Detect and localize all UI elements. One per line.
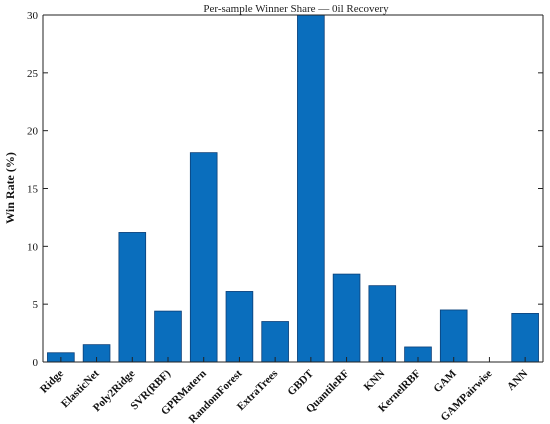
- y-tick-label-6: 30: [27, 10, 39, 22]
- y-tick-label-4: 20: [27, 126, 39, 138]
- bar-2: [118, 232, 147, 363]
- bar-9: [368, 285, 397, 363]
- bar-4: [189, 152, 218, 363]
- bar-8: [332, 273, 361, 363]
- bar-11: [439, 309, 468, 363]
- x-tick-label-9: KNN: [362, 368, 388, 394]
- chart-title: Per-sample Winner Share — 0il Recovery: [203, 3, 389, 15]
- y-axis-label: Win Rate (%): [3, 152, 17, 224]
- y-tick-label-2: 10: [27, 241, 39, 253]
- bar-13: [511, 313, 539, 363]
- plot-area: 051015202530RidgeElasticNetPoly2RidgeSVR…: [27, 10, 544, 424]
- bar-7: [297, 14, 325, 363]
- bar-6: [261, 321, 289, 363]
- x-tick-label-13: ANN: [505, 368, 530, 393]
- y-tick-label-0: 0: [33, 357, 39, 369]
- y-tick-label-5: 25: [27, 68, 39, 80]
- x-tick-label-11: GAM: [431, 367, 459, 395]
- y-tick-label-1: 5: [33, 299, 39, 311]
- x-tick-label-0: Ridge: [38, 368, 66, 396]
- bar-3: [154, 310, 182, 363]
- x-tick-label-7: GBDT: [285, 367, 316, 398]
- bar-5: [225, 291, 254, 363]
- y-tick-label-3: 15: [27, 184, 39, 196]
